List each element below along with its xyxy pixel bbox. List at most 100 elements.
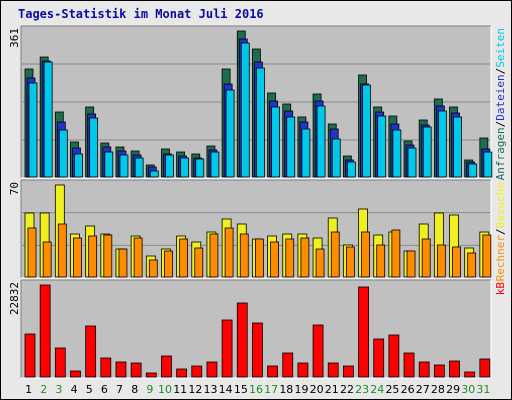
bar-kb-day-5 <box>85 325 97 378</box>
bar-rechner-day-25 <box>391 229 401 278</box>
day-label-25: 25 <box>385 383 399 396</box>
bar-rechner-day-14 <box>224 227 234 278</box>
day-label-27: 27 <box>416 383 430 396</box>
bar-kb-day-31 <box>479 358 491 378</box>
bar-kb-day-11 <box>176 368 188 378</box>
bar-kb-day-23 <box>358 286 369 378</box>
bar-seiten-day-6 <box>104 151 114 178</box>
bar-rechner-day-15 <box>239 233 249 278</box>
day-label-5: 5 <box>86 383 93 396</box>
day-label-16: 16 <box>249 383 263 396</box>
bar-rechner-day-20 <box>315 248 325 278</box>
top-panel-legend: Anfragen/Dateien/Seiten <box>494 28 507 180</box>
bar-seiten-day-5 <box>89 117 99 178</box>
bar-kb-day-21 <box>327 362 339 378</box>
bar-kb-day-17 <box>267 365 278 378</box>
bar-kb-day-25 <box>388 334 400 378</box>
bar-rechner-day-10 <box>164 250 173 278</box>
bar-rechner-day-2 <box>42 241 52 278</box>
bar-seiten-day-31 <box>483 151 493 178</box>
bar-kb-day-13 <box>206 361 218 378</box>
day-label-17: 17 <box>264 383 278 396</box>
bar-kb-day-16 <box>252 322 263 378</box>
top-panel-legend-part: / <box>494 68 507 75</box>
day-label-22: 22 <box>340 383 354 396</box>
day-label-11: 11 <box>173 383 187 396</box>
bar-kb-day-30 <box>464 371 476 378</box>
bar-rechner-day-6 <box>103 234 113 278</box>
day-label-14: 14 <box>219 383 233 396</box>
top-panel-legend-part: Seiten <box>494 28 507 68</box>
bar-kb-day-7 <box>115 361 127 378</box>
bar-seiten-day-27 <box>422 126 432 178</box>
bar-kb-day-3 <box>54 347 66 378</box>
bar-kb-day-26 <box>403 352 415 378</box>
bar-seiten-day-23 <box>362 84 371 178</box>
bar-seiten-day-11 <box>180 157 190 178</box>
bar-rechner-day-21 <box>330 231 340 278</box>
day-label-18: 18 <box>279 383 293 396</box>
bar-rechner-day-8 <box>133 237 143 278</box>
bar-seiten-day-8 <box>134 157 144 178</box>
bar-seiten-day-3 <box>58 129 68 178</box>
day-label-9: 9 <box>146 383 153 396</box>
bar-rechner-day-30 <box>467 252 477 278</box>
bar-rechner-day-26 <box>406 250 416 278</box>
bar-seiten-day-14 <box>225 89 235 178</box>
bar-seiten-day-12 <box>195 158 205 178</box>
bar-rechner-day-11 <box>179 238 189 278</box>
bar-kb-day-1 <box>24 333 36 378</box>
bar-kb-day-8 <box>130 362 142 378</box>
day-label-15: 15 <box>234 383 248 396</box>
bar-rechner-day-1 <box>27 227 37 278</box>
day-label-19: 19 <box>294 383 308 396</box>
bar-seiten-day-25 <box>392 129 402 178</box>
bar-seiten-day-24 <box>377 115 387 178</box>
middle-panel-max-label: 70 <box>8 182 21 195</box>
bar-kb-day-19 <box>297 362 309 378</box>
bar-kb-day-22 <box>342 365 354 378</box>
bar-rechner-day-27 <box>421 238 431 278</box>
bar-seiten-day-7 <box>119 154 129 178</box>
bar-kb-day-18 <box>282 352 294 378</box>
bar-rechner-day-18 <box>285 238 295 278</box>
bar-rechner-day-4 <box>73 237 82 278</box>
bar-rechner-day-13 <box>209 233 219 278</box>
day-label-28: 28 <box>431 383 445 396</box>
bar-seiten-day-20 <box>316 105 326 178</box>
bar-rechner-day-28 <box>436 244 446 278</box>
bar-kb-day-2 <box>39 284 51 378</box>
top-panel-legend-part: / <box>494 121 507 128</box>
bar-rechner-day-5 <box>88 235 98 278</box>
day-label-7: 7 <box>116 383 123 396</box>
day-label-3: 3 <box>55 383 62 396</box>
day-label-31: 31 <box>476 383 490 396</box>
chart-title: Tages-Statistik im Monat Juli 2016 <box>18 7 264 21</box>
bar-seiten-day-28 <box>437 110 447 178</box>
bar-seiten-day-4 <box>74 153 83 178</box>
bar-kb-day-20 <box>312 324 324 378</box>
day-label-13: 13 <box>204 383 218 396</box>
day-label-20: 20 <box>310 383 324 396</box>
bar-kb-day-14 <box>221 319 233 378</box>
bar-kb-day-12 <box>191 365 203 378</box>
top-panel-legend-part: Anfragen <box>494 127 507 180</box>
bar-rechner-day-31 <box>482 234 492 278</box>
bar-kb-day-6 <box>100 357 112 378</box>
bar-seiten-day-21 <box>331 138 341 178</box>
bar-rechner-day-24 <box>376 244 386 278</box>
bottom-panel-max-label: 22832 <box>8 282 21 315</box>
top-panel-legend-part: Dateien <box>494 74 507 120</box>
day-label-6: 6 <box>101 383 108 396</box>
day-label-26: 26 <box>401 383 415 396</box>
bar-seiten-day-29 <box>453 116 462 178</box>
bar-kb-day-10 <box>161 355 172 378</box>
day-label-29: 29 <box>446 383 460 396</box>
day-label-21: 21 <box>325 383 339 396</box>
bottom-panel-legend: kB <box>494 282 507 296</box>
day-label-23: 23 <box>355 383 369 396</box>
bar-seiten-day-13 <box>210 151 220 178</box>
bar-rechner-day-29 <box>452 246 461 278</box>
day-label-4: 4 <box>71 383 78 396</box>
